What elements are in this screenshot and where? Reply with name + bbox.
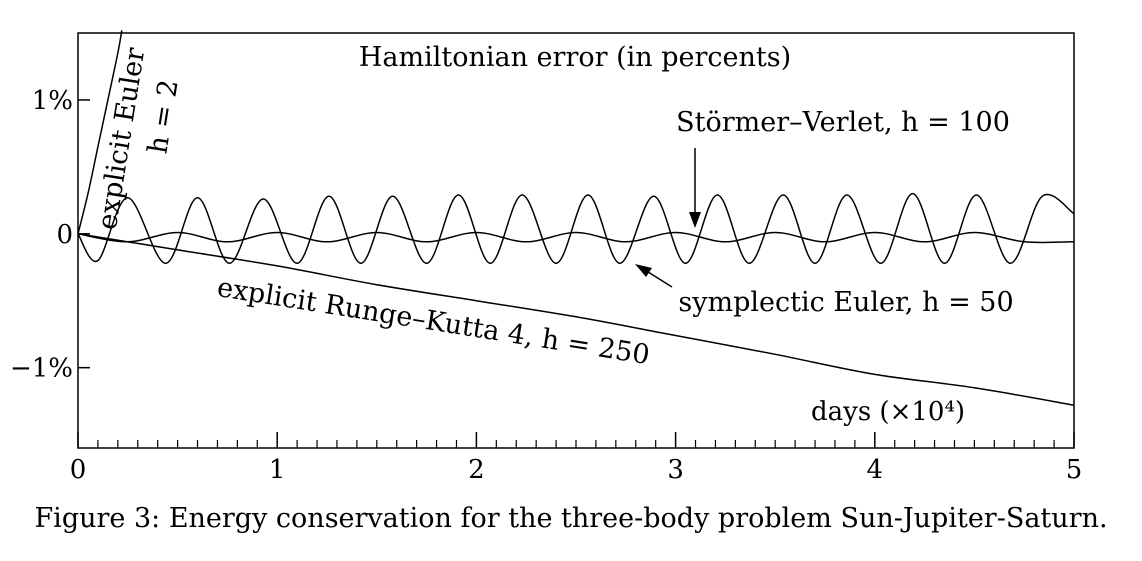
x-tick-label: 3 <box>667 455 684 485</box>
y-tick-label: −1% <box>10 354 73 384</box>
energy-error-chart: 0 1 2 3 4 5 1% 0 −1% Hamiltonian error (in perce… <box>10 30 1083 485</box>
x-tick-label: 1 <box>269 455 286 485</box>
figure-caption: Figure 3: Energy conservation for the th… <box>34 503 1108 534</box>
runge-kutta-label: explicit Runge–Kutta 4, h = 250 <box>215 272 652 371</box>
symplectic-euler-arrow <box>635 264 673 288</box>
x-tick-label: 2 <box>468 455 485 485</box>
x-tick-label: 0 <box>70 455 87 485</box>
explicit-euler-label: explicit Euler <box>92 46 151 232</box>
x-tick-label: 5 <box>1066 455 1083 485</box>
x-tick-label: 4 <box>867 455 884 485</box>
explicit-euler-line <box>77 30 123 234</box>
explicit-euler-step-label: h = 2 <box>142 78 184 156</box>
plot-frame <box>77 32 1075 449</box>
stormer-verlet-arrow <box>689 148 701 228</box>
symplectic-euler-line <box>77 192 1075 265</box>
runge-kutta-line <box>77 233 1075 406</box>
stormer-verlet-line <box>77 231 1075 244</box>
chart-title: Hamiltonian error (in percents) <box>359 42 791 73</box>
x-axis-label: days (×10⁴) <box>811 397 965 427</box>
y-tick-label: 1% <box>32 86 73 116</box>
y-tick-label: 0 <box>56 220 73 250</box>
symplectic-euler-label: symplectic Euler, h = 50 <box>678 287 1013 318</box>
stormer-verlet-label: Störmer–Verlet, h = 100 <box>676 107 1010 138</box>
